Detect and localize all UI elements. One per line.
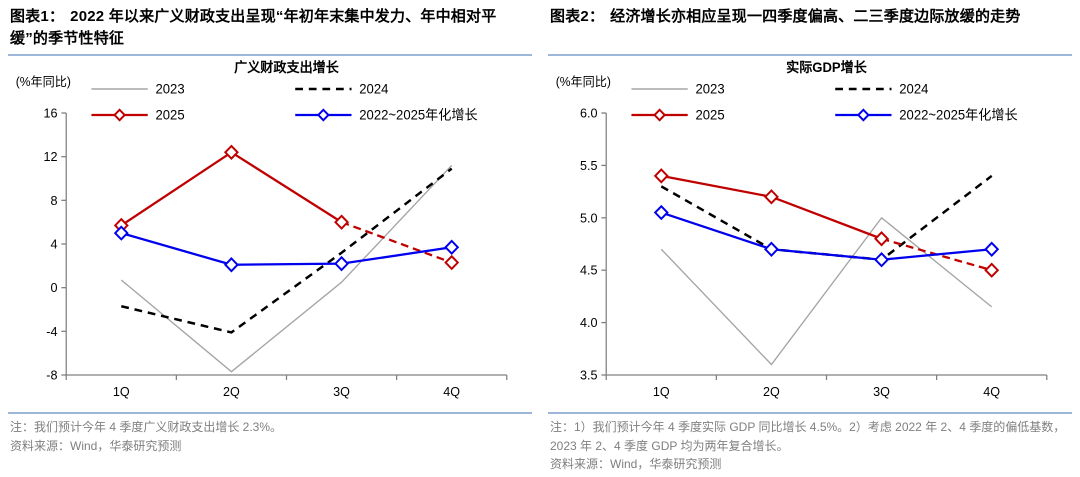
legend-label: 2022~2025年化增长 (899, 107, 1017, 122)
figure-1-title: 2022 年以来广义财政支出呈现“年初年末集中发力、年中相对平缓”的季节性特征 (10, 8, 497, 47)
x-tick-label: 1Q (653, 384, 670, 399)
diamond-marker (984, 262, 1000, 278)
y-tick-label: -8 (46, 367, 57, 382)
figure-1-notes: 注：我们预计今年 4 季度广义财政支出增长 2.3%。 资料来源：Wind，华泰… (8, 412, 532, 455)
x-tick-label: 4Q (983, 384, 1000, 399)
diamond-marker (653, 168, 669, 184)
legend-label: 2024 (899, 81, 928, 96)
y-tick-label: 5.5 (580, 158, 598, 173)
diamond-marker (874, 252, 890, 268)
y-axis-unit-label: (%年同比) (556, 75, 611, 89)
series-line-2025-forecast (341, 221, 453, 264)
diamond-marker (763, 189, 779, 205)
legend-label: 2025 (155, 107, 184, 122)
x-tick-label: 2Q (223, 384, 240, 399)
figure-2-note: 注：1）我们预计今年 4 季度实际 GDP 同比增长 4.5%。2）考虑 202… (550, 420, 1066, 453)
series-line-2023 (660, 216, 993, 366)
gdp-growth-line-chart: 实际GDP增长 (%年同比) 6.0 5.5 5.0 4.5 4.0 3.5 1Q 2Q 3Q 4Q 2… (556, 59, 1048, 399)
x-tick-label: 3Q (873, 384, 890, 399)
figure-1-note: 注：我们预计今年 4 季度广义财政支出增长 2.3%。 (10, 420, 283, 434)
legend-label: 2024 (359, 81, 388, 96)
x-tick-label: 3Q (333, 384, 350, 399)
series-line-2022~2025年化增长 (660, 211, 992, 261)
diamond-marker (334, 214, 350, 230)
figure-2-title: 经济增长亦相应呈现一四季度偏高、二三季度边际放缓的走势 (610, 8, 1021, 25)
figure-1-source: 资料来源：Wind，华泰研究预测 (10, 438, 182, 453)
chart-title: 广义财政支出增长 (234, 59, 339, 75)
diamond-marker (113, 225, 129, 241)
y-tick-label: 12 (43, 149, 57, 164)
diamond-marker (763, 241, 779, 257)
series-line-2025 (661, 174, 882, 240)
fiscal-expenditure-chart: 广义财政支出增长 (%年同比) 16 12 8 4 0 -4 -8 1Q 2Q 3Q 4Q 2023 202… (8, 56, 532, 412)
y-tick-label: 8 (50, 193, 57, 208)
diamond-marker (223, 257, 239, 273)
figure-2-source: 资料来源：Wind，华泰研究预测 (550, 457, 722, 472)
diamond-marker (444, 254, 460, 271)
y-tick-label: 4 (50, 236, 57, 251)
figure-1-heading: 图表1： 2022 年以来广义财政支出呈现“年初年末集中发力、年中相对平缓”的季节… (8, 0, 532, 56)
legend-label: 2022~2025年化增长 (359, 107, 477, 122)
series-line-2025 (120, 150, 343, 227)
legend-label: 2025 (695, 107, 724, 122)
y-tick-label: 5.0 (580, 210, 598, 225)
figure-1-number: 图表1： (10, 8, 65, 25)
diamond-marker (223, 144, 239, 161)
y-tick-label: 4.5 (580, 263, 598, 278)
diamond-marker (316, 108, 330, 122)
diamond-marker (874, 231, 890, 247)
gdp-growth-chart: 实际GDP增长 (%年同比) 6.0 5.5 5.0 4.5 4.0 3.5 1Q 2Q 3Q 4Q 2… (548, 56, 1072, 412)
series-line-2024 (121, 167, 453, 334)
y-tick-label: 3.5 (580, 367, 598, 382)
fiscal-expenditure-line-chart: 广义财政支出增长 (%年同比) 16 12 8 4 0 -4 -8 1Q 2Q 3Q 4Q 2023 202… (16, 59, 508, 399)
figure-2-number: 图表2： (550, 8, 605, 25)
figure-1: 图表1： 2022 年以来广义财政支出呈现“年初年末集中发力、年中相对平缓”的季节… (8, 0, 532, 455)
diamond-marker (444, 239, 460, 255)
diamond-marker (334, 255, 350, 272)
diamond-marker (653, 108, 667, 122)
y-tick-label: 4.0 (580, 315, 598, 330)
figure-2: 图表2： 经济增长亦相应呈现一四季度偏高、二三季度边际放缓的走势 实际GDP增长 (… (540, 0, 1080, 477)
diamond-marker (984, 241, 1000, 257)
x-tick-label: 4Q (443, 384, 460, 399)
y-tick-label: 16 (43, 105, 57, 120)
legend-label: 2023 (695, 81, 724, 96)
series-line-2022~2025年化增长 (120, 231, 452, 266)
y-tick-label: 0 (50, 280, 57, 295)
diamond-marker (856, 108, 870, 122)
figure-2-heading: 图表2： 经济增长亦相应呈现一四季度偏高、二三季度边际放缓的走势 (548, 0, 1072, 56)
y-tick-label: 6.0 (580, 105, 598, 120)
diamond-marker (653, 204, 669, 221)
x-tick-label: 2Q (763, 384, 780, 399)
x-tick-label: 1Q (113, 384, 130, 399)
y-axis-unit-label: (%年同比) (16, 75, 71, 89)
y-tick-label: -4 (46, 324, 57, 339)
legend-label: 2023 (155, 81, 184, 96)
diamond-marker (113, 108, 127, 122)
chart-title: 实际GDP增长 (786, 59, 867, 75)
series-line-2023 (120, 164, 453, 373)
figure-2-notes: 注：1）我们预计今年 4 季度实际 GDP 同比增长 4.5%。2）考虑 202… (548, 412, 1072, 474)
